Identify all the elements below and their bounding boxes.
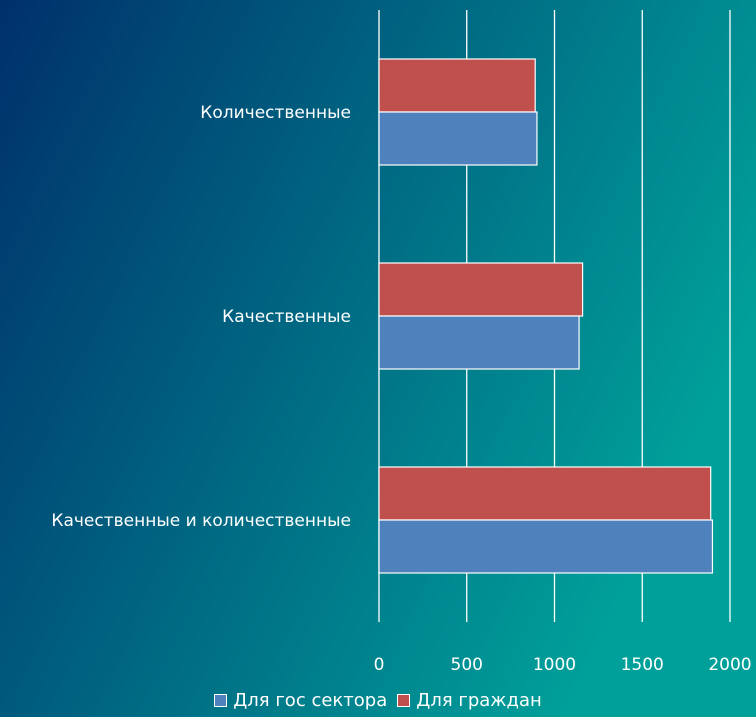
category-label: Качественные и количественные <box>51 511 351 531</box>
bar-gov <box>378 315 580 370</box>
legend-label-gov: Для гос сектора <box>233 690 388 711</box>
legend: Для гос сектора Для граждан <box>0 690 756 711</box>
x-tick-label: 500 <box>451 655 483 675</box>
bar-citizens <box>378 466 712 521</box>
legend-swatch-gov <box>214 694 228 707</box>
x-tick-label: 0 <box>374 655 385 675</box>
legend-item-gov: Для гос сектора <box>214 690 387 711</box>
bar-citizens <box>378 58 536 113</box>
x-axis-tick-labels: 0 500 1000 1500 2000 <box>374 655 752 675</box>
category-label: Качественные <box>222 307 351 327</box>
category-label: Количественные <box>200 103 351 123</box>
legend-label-citizens: Для граждан <box>416 690 542 711</box>
legend-swatch-citizens <box>397 694 411 707</box>
x-tick-label: 1500 <box>621 655 664 675</box>
x-tick-label: 2000 <box>708 655 751 675</box>
category-labels: Количественные Качественные Качественные и… <box>51 103 351 531</box>
bar-gov <box>378 519 714 574</box>
bar-gov <box>378 111 538 166</box>
bar-citizens <box>378 262 584 317</box>
bars <box>378 58 714 574</box>
x-tick-label: 1000 <box>533 655 576 675</box>
legend-item-citizens: Для граждан <box>397 690 542 711</box>
